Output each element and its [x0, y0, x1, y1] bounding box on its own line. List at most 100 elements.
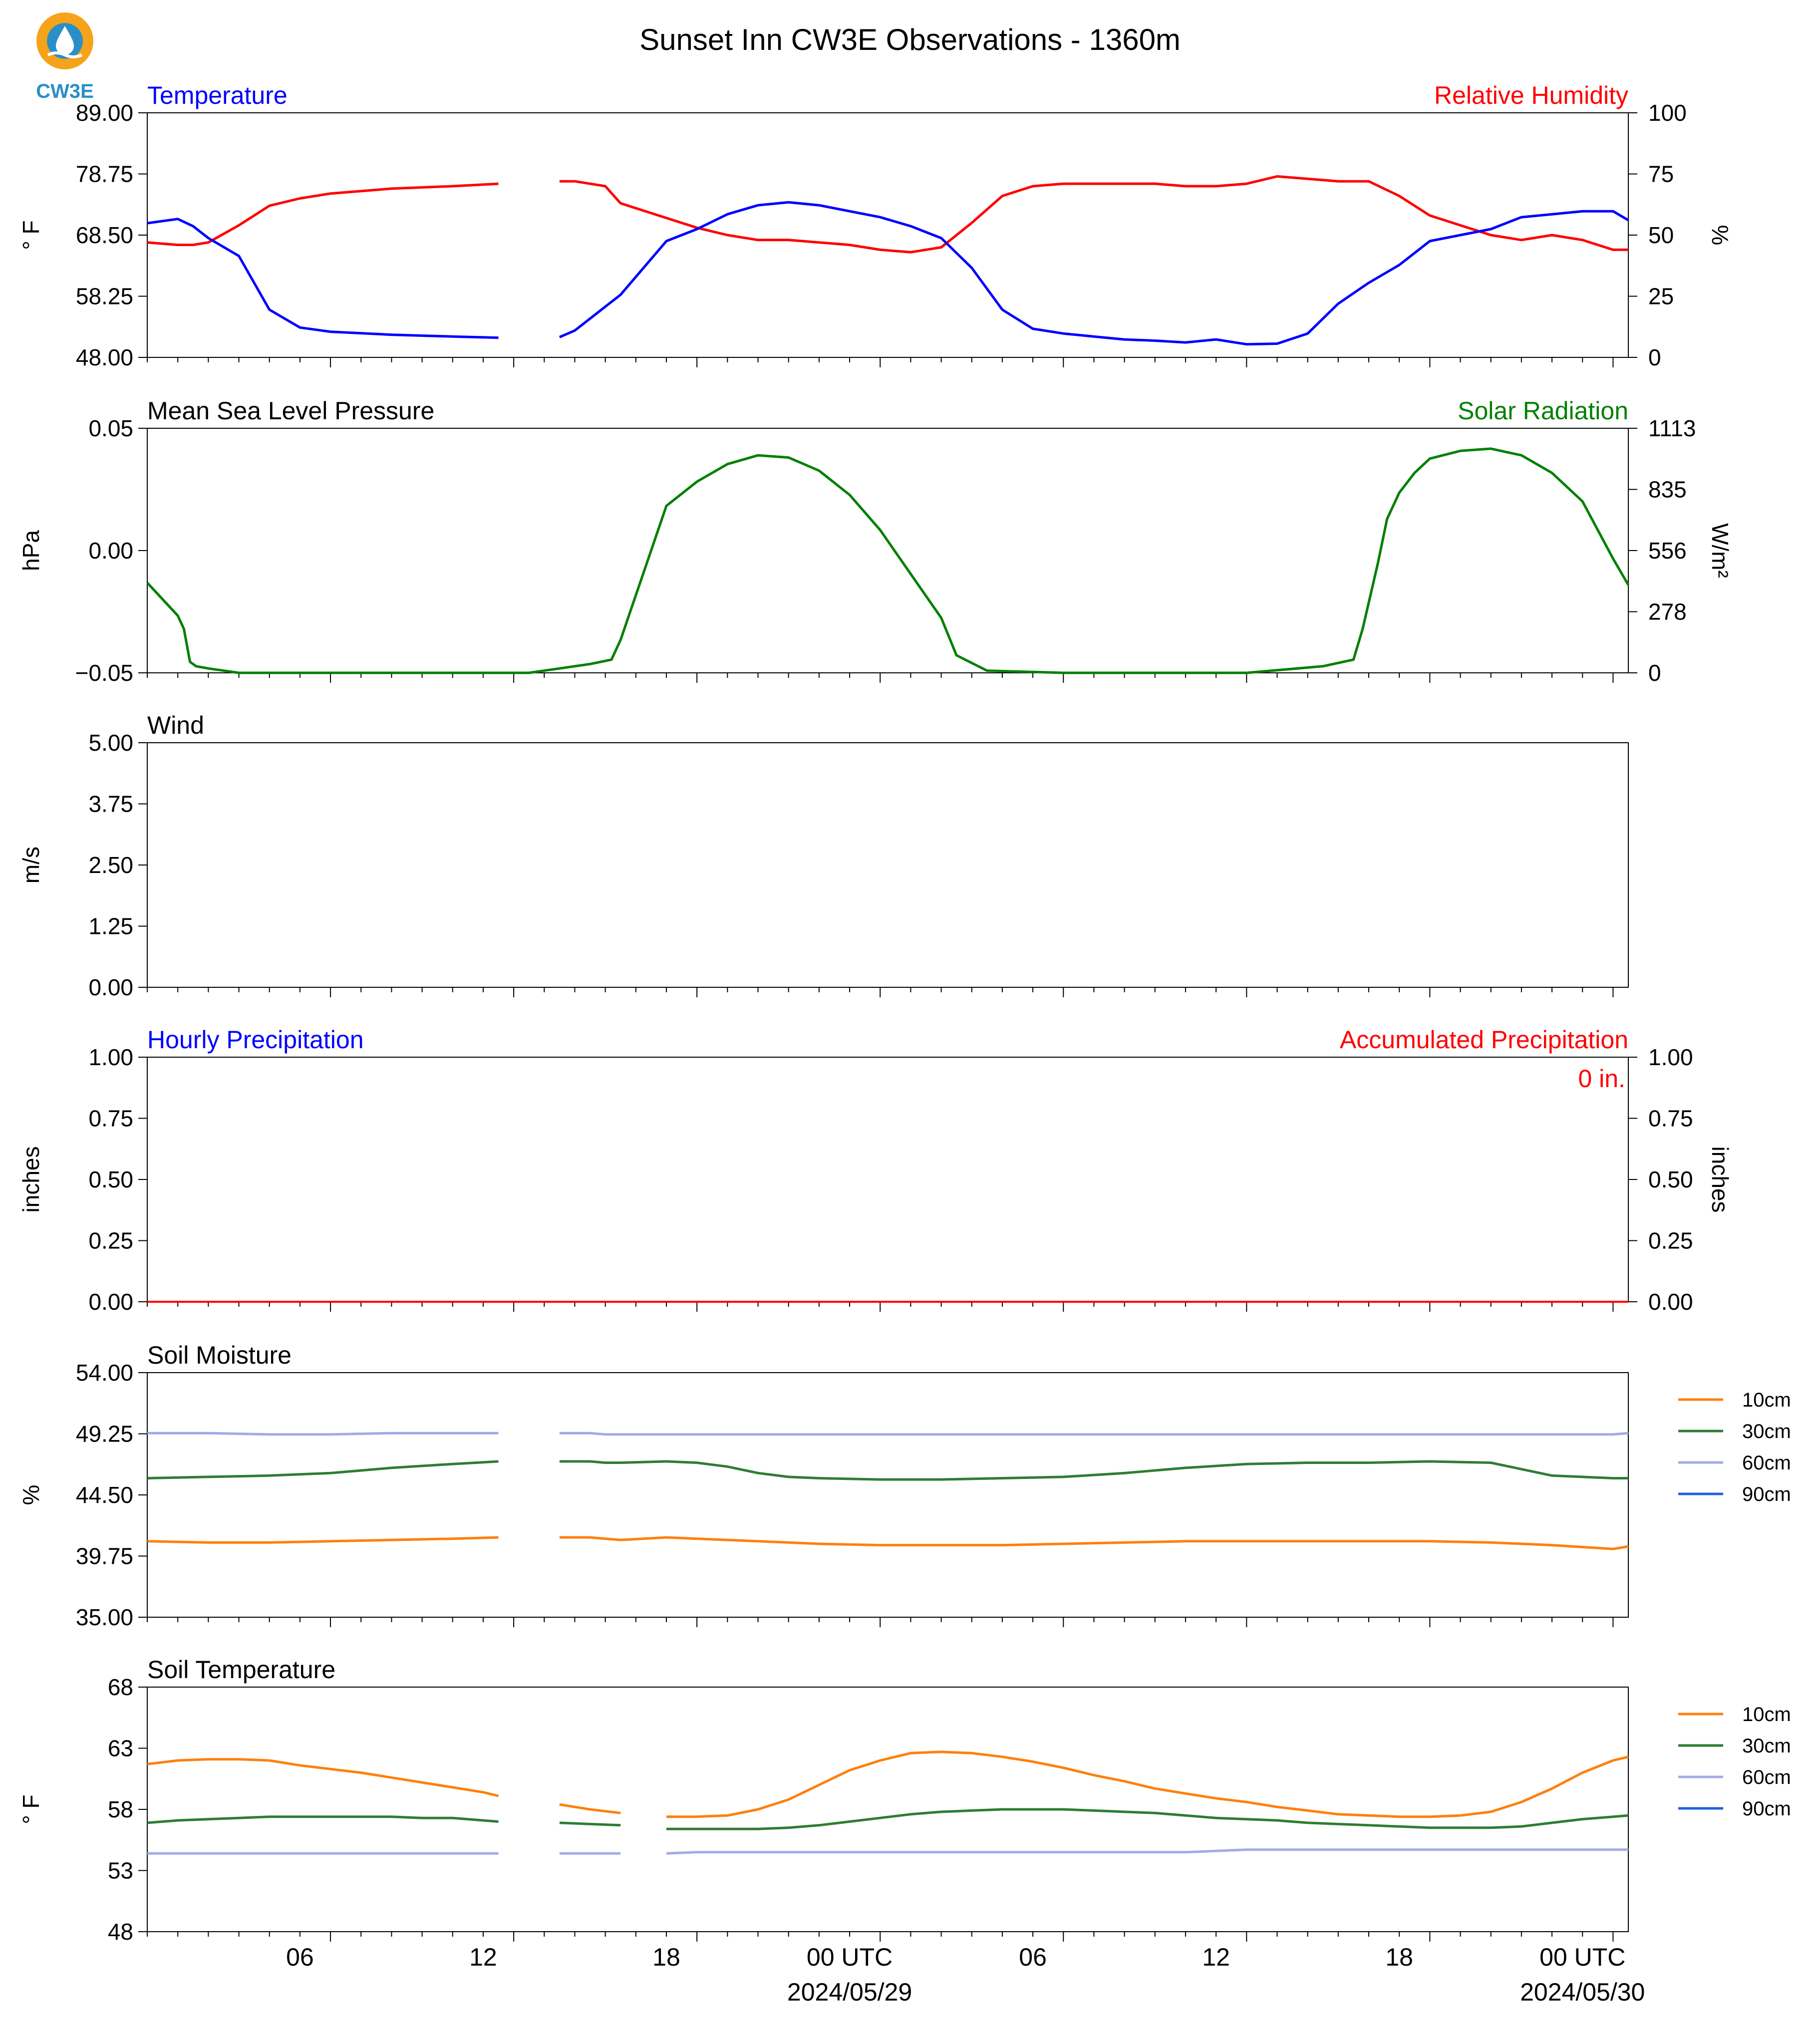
y-tick-label: 58 [108, 1796, 133, 1822]
x-tick-label: 06 [286, 1943, 314, 1971]
y-axis-label: ° F [18, 1794, 44, 1824]
series-30cm [147, 1460, 1628, 1481]
accumulated-total-label: 0 in. [1578, 1065, 1625, 1093]
y-tick-label: 68.50 [76, 222, 133, 248]
y-axis-label: m/s [18, 847, 44, 883]
legend-label-10cm: 10cm [1742, 1704, 1791, 1726]
y-right-tick-label: 556 [1648, 538, 1687, 564]
x-date-label: 2024/05/29 [787, 1978, 912, 2006]
y-tick-label: 48 [108, 1919, 133, 1945]
panel-title-left: Mean Sea Level Pressure [147, 397, 434, 425]
legend-label-60cm: 60cm [1742, 1452, 1791, 1474]
figure-title: Sunset Inn CW3E Observations - 1360m [639, 23, 1181, 56]
y-right-tick-label: 278 [1648, 599, 1687, 625]
y-right-tick-label: 0.75 [1648, 1106, 1693, 1132]
y-axis-label: ° F [18, 220, 44, 250]
x-tick-label: 00 UTC [1539, 1943, 1625, 1971]
y-tick-label: 35.00 [76, 1604, 133, 1630]
y-right-tick-label: 0.00 [1648, 1289, 1693, 1315]
legend: 10cm 30cm 60cm 90cm [1678, 1389, 1791, 1505]
y-axis-label: hPa [18, 530, 44, 571]
legend: 10cm 30cm 60cm 90cm [1678, 1704, 1791, 1820]
y-right-tick-label: 0 [1648, 660, 1661, 686]
y-right-tick-label: 1113 [1648, 415, 1696, 441]
panels: Temperature Relative Humidity 48.00 58.25 68… [18, 81, 1791, 1945]
panel-title-left: Temperature [147, 81, 288, 109]
legend-label-90cm: 90cm [1742, 1798, 1791, 1820]
panel-soil-moisture: Soil Moisture 35.00 39.75 44.50 49.25 54.00% 1… [18, 1341, 1791, 1630]
y-tick-label: 2.50 [88, 852, 133, 878]
y-tick-label: 53 [108, 1858, 133, 1884]
y-right-tick-label: 50 [1648, 222, 1674, 248]
y-tick-label: 49.25 [76, 1421, 133, 1447]
logo-text: CW3E [36, 80, 94, 102]
y-tick-label: 78.75 [76, 161, 133, 187]
y-right-tick-label: 25 [1648, 284, 1674, 309]
legend-label-30cm: 30cm [1742, 1735, 1791, 1757]
y-axis-label: % [18, 1485, 44, 1505]
y-right-tick-label: 1.00 [1648, 1044, 1693, 1070]
time-axis: 06 12 18 00 UTC 06 12 18 00 UTC 2024/05/29 2024/0… [286, 1943, 1645, 2006]
y-tick-label: 89.00 [76, 100, 133, 126]
y-right-tick-label: 0 [1648, 344, 1661, 370]
y-tick-label: 58.25 [76, 284, 133, 309]
legend-label-10cm: 10cm [1742, 1389, 1791, 1411]
y-tick-label: 5.00 [88, 730, 133, 756]
y-tick-label: 1.00 [88, 1044, 133, 1070]
legend-label-30cm: 30cm [1742, 1421, 1791, 1443]
panel-title-right: Solar Radiation [1458, 397, 1628, 425]
y-tick-label: −0.05 [75, 660, 133, 686]
y-tick-label: 63 [108, 1736, 133, 1761]
y-tick-label: 68 [108, 1674, 133, 1700]
y-right-axis-label: % [1707, 225, 1733, 246]
y-right-axis-label: inches [1707, 1147, 1733, 1213]
panel-title-left: Wind [147, 711, 204, 739]
series-10cm [147, 1750, 1629, 1818]
series-60cm [147, 1432, 1629, 1436]
series-relative-humidity [147, 175, 1628, 254]
y-axis-label: inches [18, 1147, 44, 1213]
y-right-tick-label: 100 [1648, 100, 1687, 126]
series-solar-radiation [146, 447, 1630, 674]
y-tick-label: 3.75 [88, 791, 133, 817]
y-tick-label: 0.00 [88, 974, 133, 1000]
legend-label-90cm: 90cm [1742, 1483, 1791, 1505]
x-tick-label: 06 [1019, 1943, 1047, 1971]
y-tick-label: 0.25 [88, 1228, 133, 1254]
cw3e-logo: CW3E [36, 12, 94, 102]
x-date-label: 2024/05/30 [1520, 1978, 1645, 2006]
panel-title-left: Hourly Precipitation [147, 1026, 364, 1054]
legend-label-60cm: 60cm [1742, 1766, 1791, 1788]
x-tick-label: 18 [652, 1943, 680, 1971]
y-tick-label: 39.75 [76, 1543, 133, 1569]
y-right-tick-label: 0.25 [1648, 1228, 1693, 1254]
y-tick-label: 1.25 [88, 913, 133, 939]
y-tick-label: 44.50 [76, 1482, 133, 1508]
y-tick-label: 0.00 [88, 1289, 133, 1315]
y-tick-label: 0.00 [88, 538, 133, 564]
series-10cm [147, 1536, 1629, 1550]
y-tick-label: 0.75 [88, 1106, 133, 1132]
panel-title-left: Soil Temperature [147, 1656, 335, 1684]
panel-title-right: Accumulated Precipitation [1340, 1026, 1628, 1054]
y-tick-label: 48.00 [76, 344, 133, 370]
series-60cm [147, 1848, 1628, 1855]
y-tick-label: 0.50 [88, 1166, 133, 1192]
y-right-tick-label: 75 [1648, 161, 1674, 187]
series-temperature [147, 201, 1629, 346]
x-tick-label: 12 [1202, 1943, 1230, 1971]
y-tick-label: 0.05 [88, 415, 133, 441]
y-right-axis-label: W/m² [1707, 523, 1733, 578]
x-tick-label: 18 [1385, 1943, 1413, 1971]
panel-soil-temperature: Soil Temperature 48 53 58 63 68 ° F 10cm 30cm 60c… [18, 1656, 1791, 1945]
y-right-tick-label: 0.50 [1648, 1166, 1693, 1192]
panel-title-left: Soil Moisture [147, 1341, 292, 1369]
y-right-tick-label: 835 [1648, 477, 1687, 503]
panel-temperature-humidity: Temperature Relative Humidity 48.00 58.25 68… [18, 81, 1733, 370]
panel-precipitation: Hourly Precipitation Accumulated Precipit… [18, 1026, 1733, 1315]
x-tick-label: 12 [469, 1943, 497, 1971]
x-tick-label: 00 UTC [807, 1943, 893, 1971]
panel-title-right: Relative Humidity [1434, 81, 1628, 109]
y-tick-label: 54.00 [76, 1360, 133, 1386]
